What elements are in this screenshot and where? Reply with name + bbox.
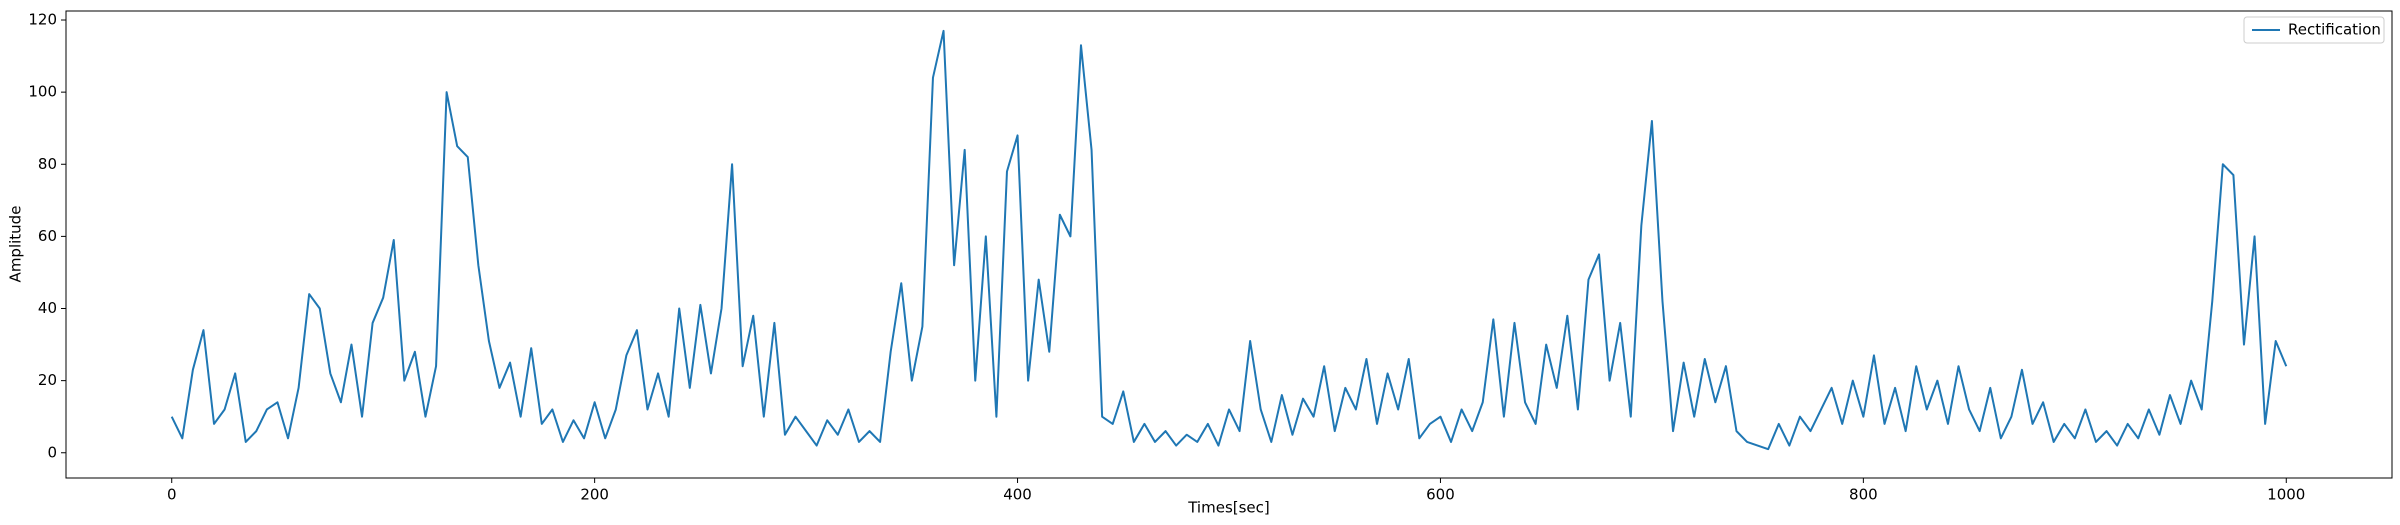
- legend-box: [2243, 16, 2385, 44]
- y-tick-label: 40: [38, 299, 57, 317]
- y-tick-label: 100: [28, 83, 57, 101]
- x-axis-label: Times[sec]: [1187, 499, 1270, 517]
- y-tick-label: 60: [38, 227, 57, 245]
- x-tick-label: 0: [167, 486, 177, 504]
- data-line: [170, 29, 2288, 451]
- x-tick-label: 1000: [2267, 486, 2305, 504]
- y-axis-label: Amplitude: [7, 206, 25, 283]
- plot-frame: [65, 10, 2393, 479]
- x-tick-label: 400: [1003, 486, 1032, 504]
- legend-label: Rectification: [2288, 21, 2381, 39]
- y-tick-label: 20: [38, 371, 57, 389]
- y-tick-label: 0: [47, 443, 57, 461]
- x-tick-label: 200: [580, 486, 609, 504]
- x-tick-label: 600: [1426, 486, 1455, 504]
- x-tick-label: 800: [1849, 486, 1878, 504]
- y-tick-label: 80: [38, 155, 57, 173]
- y-tick-label: 120: [28, 11, 57, 29]
